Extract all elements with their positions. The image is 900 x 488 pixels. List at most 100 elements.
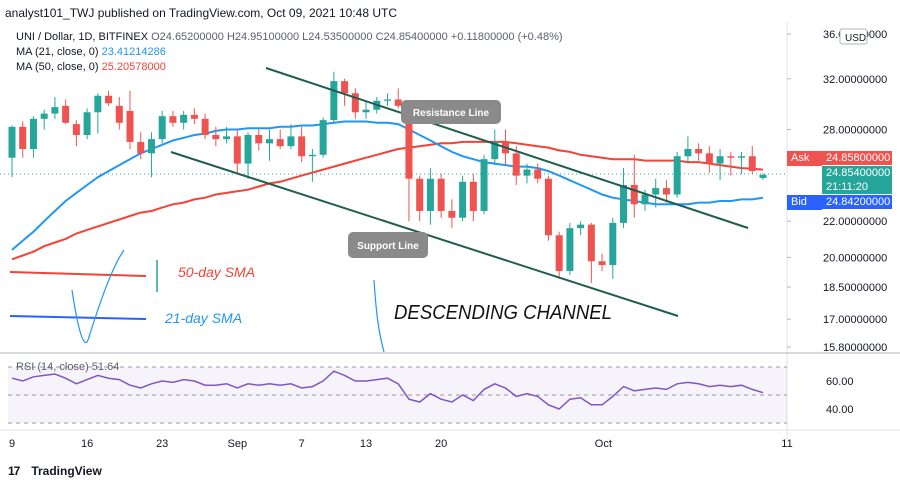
price-tick-label: 15.80000000 <box>823 342 887 354</box>
candle-body <box>437 178 445 211</box>
candle <box>29 116 37 158</box>
time-tick-label: Oct <box>595 438 612 450</box>
candle-body <box>577 224 585 229</box>
candle <box>308 149 316 182</box>
footer-brand[interactable]: 17 TradingView <box>8 464 102 478</box>
candle <box>534 163 542 184</box>
sma21-legend-line <box>9 315 147 320</box>
ask-tag: Ask <box>787 151 822 166</box>
candle-body <box>426 178 434 211</box>
candle-body <box>362 109 370 113</box>
candle <box>727 151 735 176</box>
channel-annotation: DESCENDING CHANNEL <box>394 302 612 324</box>
time-tick-label: 23 <box>156 438 168 450</box>
candle <box>598 253 606 271</box>
time-tick-label: Sep <box>228 438 248 450</box>
candle-body <box>544 178 552 236</box>
rsi-tick-label: 40.00 <box>826 404 854 416</box>
candle <box>94 93 102 134</box>
candle-body <box>555 235 563 271</box>
candle-body <box>341 81 349 94</box>
candle <box>673 151 681 198</box>
ma21-label: MA (21, close, 0) <box>16 46 99 58</box>
rsi-tick-label: 60.00 <box>826 376 854 388</box>
candle <box>609 217 617 279</box>
candle-body <box>662 188 670 195</box>
candle-body <box>298 136 306 157</box>
candle-body <box>684 149 692 157</box>
candle-body <box>759 174 767 178</box>
candle <box>51 97 59 119</box>
ma21-value: 23.41214286 <box>101 46 166 58</box>
legend-ma21-curve <box>71 249 125 343</box>
candle-body <box>265 139 273 144</box>
candle-body <box>190 114 198 119</box>
candle <box>384 93 391 106</box>
ma21-line <box>11 120 764 251</box>
candle-body <box>137 141 145 154</box>
candle <box>491 129 499 166</box>
price-tick-label: 22.00000000 <box>823 216 887 228</box>
candle <box>566 222 574 275</box>
candle <box>147 132 155 178</box>
candle <box>62 99 70 125</box>
candle <box>126 90 134 150</box>
candle <box>83 108 91 140</box>
candle-body <box>233 136 241 164</box>
footer-brand-name: TradingView <box>31 464 102 478</box>
ma50-value: 25.20578000 <box>101 61 166 73</box>
ask-price: 24.85800000 <box>822 151 892 165</box>
candle <box>330 71 338 123</box>
candle-body <box>459 181 467 218</box>
candle <box>705 146 713 173</box>
ma50-legend[interactable]: MA (50, close, 0) 25.20578000 <box>16 61 166 73</box>
time-tick-label: 16 <box>81 438 93 450</box>
support-drop-curve <box>373 279 385 353</box>
candle-body <box>201 118 209 135</box>
candle-body <box>727 156 735 158</box>
ma21-legend[interactable]: MA (21, close, 0) 23.41214286 <box>16 46 166 58</box>
candle-body <box>51 107 59 114</box>
candle-body <box>287 136 295 147</box>
currency-label: USD <box>845 33 866 44</box>
candle-body <box>512 153 520 176</box>
candle <box>652 178 660 208</box>
candle-body <box>29 118 37 150</box>
candle-body <box>62 105 70 123</box>
candle-body <box>158 116 166 140</box>
candle <box>319 117 327 158</box>
candle <box>512 146 520 185</box>
candle-body <box>469 181 477 211</box>
candle-body <box>384 99 391 101</box>
candle-body <box>405 104 413 179</box>
candle <box>255 129 263 151</box>
candle-body <box>673 156 681 195</box>
ma50-label: MA (50, close, 0) <box>16 61 99 73</box>
candle <box>190 108 198 125</box>
bid-price: 24.84200000 <box>822 195 892 209</box>
ma50-line <box>11 140 764 261</box>
candle-body <box>126 110 134 142</box>
candle <box>416 175 424 222</box>
candle-body <box>641 194 649 205</box>
symbol-title[interactable]: UNI / Dollar, 1D, BITFINEX <box>16 31 149 43</box>
rsi-legend: RSI (14, close) 51.64 <box>16 361 119 373</box>
candle <box>480 154 488 215</box>
currency-badge <box>839 28 868 45</box>
candle <box>555 231 563 279</box>
candle <box>587 222 595 283</box>
candle-body <box>716 156 724 164</box>
candle-body <box>180 114 188 123</box>
candle <box>748 146 756 175</box>
bar-countdown: 21:11:20 <box>826 181 869 193</box>
candle <box>276 129 284 150</box>
candle-body <box>223 136 231 140</box>
candle-body <box>319 120 327 155</box>
candle <box>695 143 703 161</box>
candle-body <box>19 126 27 150</box>
last-price-box: 24.85400000 21:11:20 <box>822 166 892 194</box>
candle <box>105 90 113 106</box>
candle-body <box>705 153 713 164</box>
candle <box>158 110 166 144</box>
